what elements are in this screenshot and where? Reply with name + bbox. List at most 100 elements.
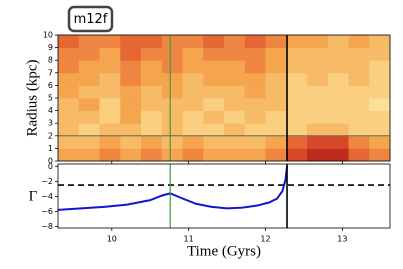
heatmap-cell: [99, 85, 121, 99]
heatmap-cell: [99, 123, 121, 137]
heatmap-cell: [78, 72, 100, 86]
heatmap-cell: [265, 47, 287, 61]
y-tick-label: 5: [48, 94, 53, 103]
heatmap-cell: [327, 47, 349, 61]
heatmap-cell: [369, 47, 391, 61]
heatmap-cell: [58, 123, 80, 137]
y-tick-label: 8: [48, 56, 53, 65]
plot-frame: [57, 163, 391, 229]
x-tick-label: 11: [184, 235, 194, 244]
heatmap-cell: [265, 85, 287, 99]
heatmap-cell: [78, 123, 100, 137]
heatmap-cell: [265, 98, 287, 111]
heatmap-cell: [369, 35, 391, 48]
heatmap-cell: [141, 110, 163, 124]
heatmap-cell: [369, 123, 391, 137]
y-tick-label: 6: [48, 81, 53, 90]
heatmap-cell: [203, 110, 225, 124]
heatmap-cell: [224, 148, 246, 162]
heatmap-cell: [348, 72, 370, 86]
heatmap-cell: [203, 47, 225, 61]
heatmap-cell: [348, 98, 370, 111]
heatmap-cell: [78, 35, 100, 48]
heatmap-cell: [78, 148, 100, 162]
heatmap-cell: [182, 123, 204, 137]
y-tick-label: 3: [48, 119, 53, 128]
y-tick-label: 10: [43, 31, 53, 40]
heatmap-cell: [161, 85, 183, 99]
heatmap-cell: [286, 123, 308, 137]
heatmap-cell: [327, 72, 349, 86]
heatmap-cell: [161, 47, 183, 61]
y-tick-label: 9: [48, 43, 53, 52]
heatmap-cell: [99, 35, 121, 48]
heatmap-cell: [327, 60, 349, 74]
heatmap-cell: [286, 135, 308, 149]
heatmap-cell: [286, 72, 308, 86]
heatmap-cell: [182, 85, 204, 99]
heatmap-cell: [224, 110, 246, 124]
heatmap-cell: [120, 135, 142, 149]
heatmap-cell: [244, 110, 266, 124]
y-tick-label: −8: [41, 222, 53, 231]
heatmap-cell: [224, 35, 246, 48]
heatmap-cell: [327, 35, 349, 48]
heatmap-cell: [244, 98, 266, 111]
heatmap-cell: [224, 123, 246, 137]
heatmap-cell: [99, 60, 121, 74]
heatmap-cell: [307, 135, 329, 149]
heatmap-cell: [307, 85, 329, 99]
heatmap-cell: [120, 47, 142, 61]
heatmap-cell: [244, 47, 266, 61]
heatmap-cell: [224, 135, 246, 149]
heatmap-cell: [203, 35, 225, 48]
heatmap-cell: [141, 35, 163, 48]
heatmap-cell: [141, 60, 163, 74]
y-tick-label: 2: [48, 131, 53, 140]
heatmap-cell: [78, 98, 100, 111]
heatmap-cell: [224, 72, 246, 86]
heatmap-cell: [182, 72, 204, 86]
heatmap-cell: [244, 60, 266, 74]
heatmap-cell: [203, 123, 225, 137]
heatmap-cell: [307, 98, 329, 111]
heatmap-cell: [327, 98, 349, 111]
heatmap-cell: [244, 72, 266, 86]
heatmap-cell: [369, 72, 391, 86]
heatmap-cell: [348, 148, 370, 162]
heatmap-cell: [244, 35, 266, 48]
heatmap-cell: [244, 135, 266, 149]
heatmap-cell: [307, 148, 329, 162]
heatmap-cell: [99, 148, 121, 162]
heatmap-cell: [161, 72, 183, 86]
heatmap-cell: [307, 60, 329, 74]
y-tick-label: 1: [48, 144, 53, 153]
heatmap-cell: [161, 98, 183, 111]
heatmap-cell: [265, 148, 287, 162]
heatmap-cell: [58, 85, 80, 99]
heatmap-cell: [369, 110, 391, 124]
heatmap-cell: [307, 72, 329, 86]
heatmap-cell: [120, 148, 142, 162]
heatmap-cell: [120, 60, 142, 74]
heatmap-cell: [78, 135, 100, 149]
heatmap-cell: [307, 35, 329, 48]
heatmap-cell: [161, 110, 183, 124]
heatmap-cell: [203, 98, 225, 111]
heatmap-cell: [265, 135, 287, 149]
x-tick-label: 12: [260, 235, 270, 244]
heatmap-cell: [141, 148, 163, 162]
heatmap-cell: [224, 47, 246, 61]
heatmap-cell: [224, 60, 246, 74]
heatmap-cell: [120, 98, 142, 111]
heatmap-cell: [203, 135, 225, 149]
heatmap-cell: [348, 85, 370, 99]
heatmap-cell: [348, 110, 370, 124]
heatmap-cell: [369, 148, 391, 162]
heatmap-cell: [78, 85, 100, 99]
heatmap-cell: [58, 35, 80, 48]
heatmap-cell: [348, 60, 370, 74]
heatmap-cell: [141, 85, 163, 99]
